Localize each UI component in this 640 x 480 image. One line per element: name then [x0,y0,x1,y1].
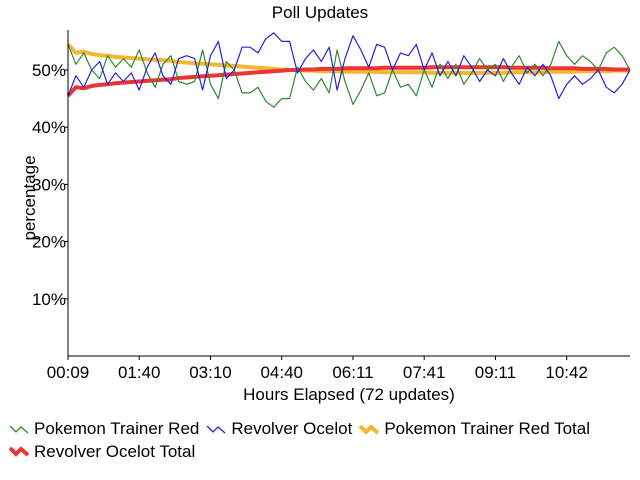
legend-swatch-icon [8,446,30,457]
legend-label: Pokemon Trainer Red [34,419,200,438]
y-axis-label: percentage [20,155,39,240]
legend-swatch-icon [206,425,226,433]
legend-item: Revolver Ocelot [205,418,352,439]
x-tick-label: 10:42 [545,363,588,382]
series-line-3 [66,65,630,98]
legend-item: Pokemon Trainer Red Total [358,418,590,439]
series-line-1 [67,32,631,100]
x-tick-label: 03:10 [189,363,232,382]
y-tick-label: 10% [32,290,66,309]
chart-legend: Pokemon Trainer Red Revolver Ocelot Pokemo… [8,418,632,463]
x-tick-label: 06:11 [332,363,373,382]
legend-swatch-icon [358,423,380,435]
legend-label: Revolver Ocelot Total [34,441,196,461]
y-axis-ticks: 10% 20% 30% 40% 50% [32,61,68,309]
plot-series [66,32,631,108]
legend-swatch-icon [9,425,29,433]
y-tick-label: 30% [32,175,66,194]
series-line-0 [67,40,631,108]
y-tick-label: 40% [32,118,66,137]
chart-title: Poll Updates [272,3,368,22]
legend-label: Pokemon Trainer Red Total [384,419,590,438]
legend-item: Pokemon Trainer Red [8,418,199,439]
x-tick-label: 09:11 [475,363,516,382]
legend-item: Revolver Ocelot Total [8,441,195,462]
series-line-2 [66,42,630,75]
x-tick-label: 01:40 [118,363,161,382]
x-tick-label: 07:41 [403,363,446,382]
legend-label: Revolver Ocelot [231,419,353,438]
x-axis-label: Hours Elapsed (72 updates) [243,385,455,404]
x-tick-label: 00:09 [47,363,90,382]
x-tick-label: 04:40 [260,363,303,382]
y-tick-label: 50% [32,61,66,80]
x-axis-ticks: 00:09 01:40 03:10 04:40 06:11 07:41 09:11 10:42 [47,356,588,382]
y-tick-label: 20% [32,233,66,252]
